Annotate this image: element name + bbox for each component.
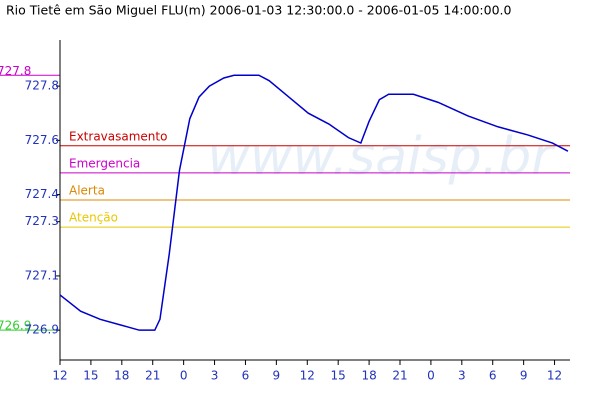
x-tick-label: 3: [211, 369, 219, 383]
x-tick-label: 12: [547, 369, 562, 383]
x-tick-label: 3: [458, 369, 466, 383]
threshold-label: Atenção: [69, 211, 118, 225]
data-line: [59, 74, 569, 331]
min-marker-label: 726.9: [0, 319, 31, 333]
y-tick-label: 727.1: [25, 268, 59, 282]
x-tick-label: 18: [361, 369, 376, 383]
x-tick-label: 21: [145, 369, 160, 383]
x-tick-label: 0: [427, 369, 435, 383]
watermark: www.saisp.br: [207, 127, 556, 187]
x-tick-label: 6: [489, 369, 497, 383]
chart-title: Rio Tietê em São Miguel FLU(m) 2006-01-0…: [6, 3, 512, 18]
x-tick-label: 21: [392, 369, 407, 383]
x-tick-label: 15: [331, 369, 346, 383]
x-tick-label: 15: [83, 369, 98, 383]
threshold-label: Emergencia: [69, 156, 140, 170]
y-tick-label: 727.3: [25, 214, 59, 228]
x-tick-label: 0: [180, 369, 188, 383]
threshold-label: Alerta: [69, 184, 105, 198]
x-tick-label: 18: [114, 369, 129, 383]
x-tick-label: 9: [520, 369, 528, 383]
max-marker-label: 727.8: [0, 64, 31, 78]
y-tick-label: 727.6: [25, 133, 59, 147]
threshold-label: Extravasamento: [69, 129, 167, 143]
y-tick-label: 727.4: [25, 187, 59, 201]
x-tick-label: 12: [52, 369, 67, 383]
x-tick-label: 6: [242, 369, 250, 383]
y-tick-label: 726.9: [25, 323, 59, 337]
x-tick-label: 9: [273, 369, 281, 383]
y-tick-label: 727.8: [25, 79, 59, 93]
x-tick-label: 12: [300, 369, 315, 383]
